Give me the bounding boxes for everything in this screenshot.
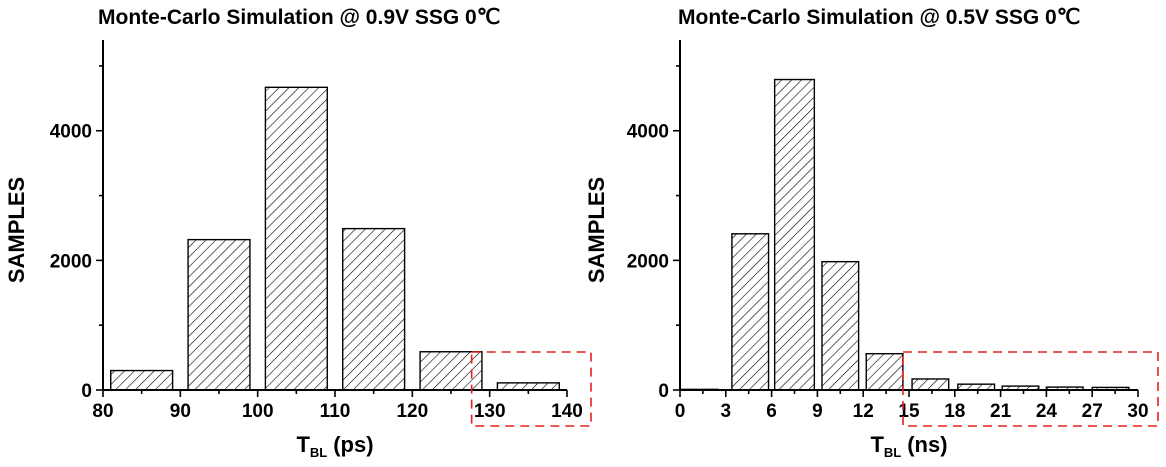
chart-right-bar-1 [731, 233, 770, 391]
chart-right-bar-3 [821, 260, 860, 391]
chart-right-ytick-label-0: 0 [658, 381, 669, 402]
chart-left-highlight-box [470, 351, 592, 427]
chart-left-xtick-label-1: 90 [170, 401, 191, 422]
chart-left-bar-4 [419, 351, 483, 391]
chart-left-ytick-label-1: 2000 [50, 251, 92, 272]
chart-right-bar-4 [865, 353, 904, 391]
chart-right-xtick-label-8: 24 [1036, 401, 1058, 422]
chart-right-xlabel-sub: BL [884, 445, 901, 460]
chart-left-bars [110, 86, 560, 391]
chart-right-ylabel: SAMPLES [584, 177, 609, 283]
chart-left-xlabel-unit: (ps) [333, 432, 373, 457]
chart-right-highlight-box [902, 351, 1159, 427]
chart-left-ylabel: SAMPLES [4, 177, 29, 283]
chart-left-axes [102, 40, 567, 391]
chart-right-axes [679, 40, 1138, 391]
chart-left-xlabel-main: T [296, 432, 310, 457]
chart-left-xtick-label-6: 140 [551, 401, 583, 422]
chart-right-xtick-label-2: 6 [766, 401, 777, 422]
chart-right-xlabel: TBL (ns) [870, 432, 947, 460]
chart-right-xtick-label-5: 15 [898, 401, 920, 422]
chart-right-xtick-label-4: 12 [853, 401, 874, 422]
chart-left-bar-3 [342, 227, 406, 391]
chart-left-bar-1 [187, 238, 251, 391]
chart-right-title: Monte-Carlo Simulation @ 0.5V SSG 0℃ [678, 6, 1080, 29]
chart-left-xlabel-sub: BL [310, 445, 327, 460]
chart-right-xlabel-unit: (ns) [907, 432, 947, 457]
chart-left-title: Monte-Carlo Simulation @ 0.9V SSG 0℃ [98, 6, 500, 29]
chart-right-xtick-label-1: 3 [721, 401, 732, 422]
chart-right-xtick-label-10: 30 [1127, 401, 1148, 422]
chart-left-xtick-label-2: 100 [242, 401, 274, 422]
chart-right: Monte-Carlo Simulation @ 0.5V SSG 0℃ SAM… [584, 6, 1159, 460]
chart-right-bar-2 [773, 78, 816, 391]
chart-left-xtick-label-3: 110 [320, 401, 351, 422]
chart-right-xtick-label-9: 27 [1082, 401, 1103, 422]
chart-right-bar-5 [911, 378, 950, 391]
chart-left-xtick-label-0: 80 [92, 401, 113, 422]
chart-right-bars [679, 78, 1130, 391]
chart-left-ytick-label-2: 4000 [50, 122, 92, 143]
chart-right-ticks: 0 3 6 9 12 15 18 21 24 27 30 0 2000 4000 [627, 65, 1149, 422]
chart-right-xlabel-main: T [870, 432, 884, 457]
chart-left-bar-0 [110, 369, 174, 391]
chart-right-xtick-label-0: 0 [675, 401, 686, 422]
chart-left-xlabel: TBL (ps) [296, 432, 373, 460]
chart-right-xtick-label-7: 21 [990, 401, 1012, 422]
chart-left-ytick-label-0: 0 [81, 381, 92, 402]
chart-left-bar-5 [496, 382, 560, 391]
chart-right-ytick-label-1: 2000 [627, 251, 669, 272]
chart-left-xtick-label-4: 120 [396, 401, 428, 422]
chart-left: Monte-Carlo Simulation @ 0.9V SSG 0℃ SAM… [4, 6, 592, 460]
chart-left-bar-2 [264, 86, 328, 391]
chart-left-xtick-label-5: 130 [474, 401, 506, 422]
chart-right-xtick-label-6: 18 [944, 401, 965, 422]
chart-right-xtick-label-3: 9 [812, 401, 823, 422]
chart-right-ytick-label-2: 4000 [627, 122, 669, 143]
